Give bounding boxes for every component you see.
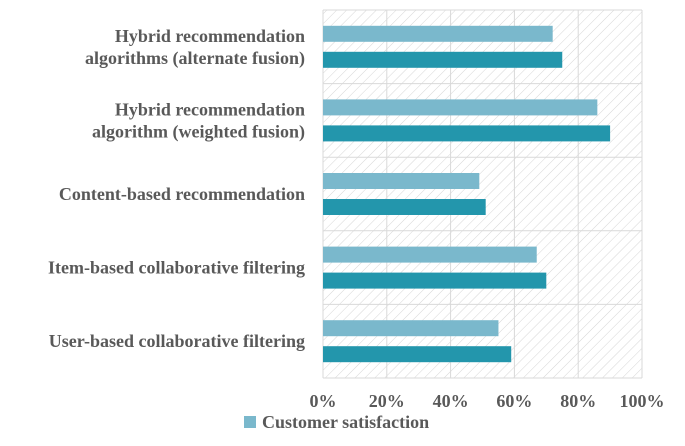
bars: [323, 25, 611, 363]
category-labels: Hybrid recommendation algorithms (alterna…: [48, 26, 305, 351]
category-label: Hybrid recommendation algorithm (weighted…: [92, 99, 305, 142]
legend-label: Customer satisfaction: [262, 412, 429, 432]
category-label: User-based collaborative filtering: [49, 331, 305, 351]
legend: Customer satisfaction: [244, 412, 429, 432]
x-tick-labels: 0% 20% 40% 60% 80% 100%: [310, 391, 665, 411]
category-label: Item-based collaborative filtering: [48, 258, 305, 278]
gridlines: [322, 10, 643, 378]
x-tick-label: 20%: [369, 391, 405, 411]
plot-area: [323, 10, 642, 378]
bar: [323, 246, 537, 263]
bar: [323, 25, 553, 42]
bar: [323, 199, 486, 215]
x-tick-label: 80%: [560, 391, 596, 411]
bar: [323, 125, 611, 142]
bar: [323, 173, 480, 189]
x-tick-label: 100%: [620, 391, 665, 411]
category-label: Hybrid recommendation algorithms (alterna…: [85, 26, 305, 69]
category-separators: [323, 9, 642, 379]
bar: [323, 99, 598, 116]
x-tick-label: 60%: [496, 391, 532, 411]
plot-background: [323, 10, 642, 378]
x-tick-label: 0%: [310, 391, 337, 411]
bar: [323, 346, 512, 363]
x-tick-label: 40%: [433, 391, 469, 411]
bar: [323, 272, 547, 289]
category-label: Content-based recommendation: [59, 184, 305, 204]
bar: [323, 51, 563, 68]
bar: [323, 320, 499, 337]
legend-swatch: [244, 416, 256, 428]
